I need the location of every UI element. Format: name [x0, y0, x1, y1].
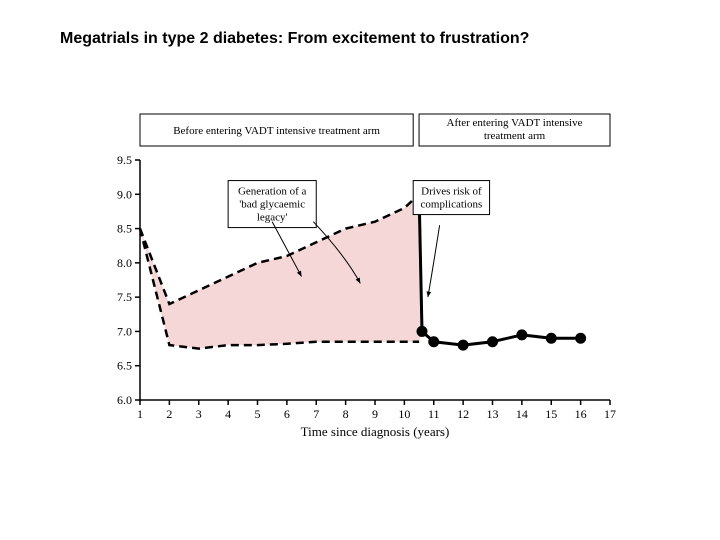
x-tick-label: 1	[137, 407, 143, 421]
y-tick-label: 8.5	[117, 222, 132, 236]
data-marker	[576, 333, 586, 343]
chart-svg: 6.06.57.07.58.08.59.09.51234567891011121…	[100, 110, 620, 440]
data-marker	[417, 326, 427, 336]
x-tick-label: 4	[225, 407, 231, 421]
header-box-text: Before entering VADT intensive treatment…	[173, 125, 380, 137]
y-tick-label: 6.0	[117, 393, 132, 407]
x-tick-label: 14	[516, 407, 528, 421]
x-tick-label: 13	[487, 407, 499, 421]
intensive-arm-line	[419, 194, 580, 345]
x-tick-label: 9	[372, 407, 378, 421]
x-tick-label: 5	[255, 407, 261, 421]
header-box-text: treatment arm	[484, 130, 546, 142]
x-tick-label: 12	[457, 407, 469, 421]
page-title: Megatrials in type 2 diabetes: From exci…	[60, 30, 529, 48]
x-tick-label: 11	[428, 407, 440, 421]
data-marker	[429, 337, 439, 347]
callout-text: 'bad glycaemic	[239, 199, 305, 211]
callout-text: complications	[421, 199, 483, 211]
y-tick-label: 9.0	[117, 187, 132, 201]
data-marker	[546, 333, 556, 343]
data-marker	[458, 340, 468, 350]
y-tick-label: 6.5	[117, 359, 132, 373]
x-tick-label: 7	[313, 407, 319, 421]
x-tick-label: 6	[284, 407, 290, 421]
y-tick-label: 8.0	[117, 256, 132, 270]
arrowhead-icon	[427, 291, 432, 297]
x-tick-label: 16	[575, 407, 587, 421]
data-marker	[517, 330, 527, 340]
callout-text: Drives risk of	[421, 186, 482, 198]
x-tick-label: 2	[166, 407, 172, 421]
header-box-text: After entering VADT intensive	[447, 117, 583, 129]
y-tick-label: 7.5	[117, 290, 132, 304]
x-tick-label: 17	[604, 407, 616, 421]
x-axis-label: Time since diagnosis (years)	[301, 424, 450, 439]
x-tick-label: 15	[545, 407, 557, 421]
y-tick-label: 7.0	[117, 324, 132, 338]
y-tick-label: 9.5	[117, 153, 132, 167]
chart-container: 6.06.57.07.58.08.59.09.51234567891011121…	[100, 110, 620, 440]
x-tick-label: 10	[398, 407, 410, 421]
x-tick-label: 8	[343, 407, 349, 421]
callout-pointer	[428, 225, 440, 297]
x-tick-label: 3	[196, 407, 202, 421]
callout-text: Generation of a	[238, 186, 307, 198]
data-marker	[488, 337, 498, 347]
